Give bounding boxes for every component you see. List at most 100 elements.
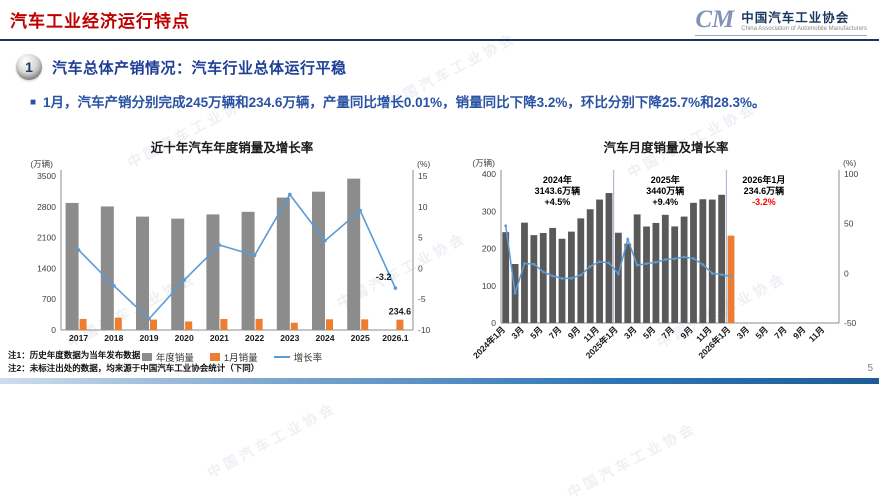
legend-label: 1月销量 (223, 352, 258, 364)
charts-row: 近十年汽车年度销量及增长率 (万辆) (%) 0 700 1400 2100 2800 350… (0, 137, 879, 384)
svg-text:(%): (%) (417, 159, 430, 169)
caam-logo-name-cn: 中国汽车工业协会 (741, 11, 850, 25)
svg-text:(万辆): (万辆) (472, 158, 495, 168)
svg-text:0: 0 (491, 318, 496, 328)
annual-chart-title: 近十年汽车年度销量及增长率 (150, 140, 314, 155)
svg-text:(万辆): (万辆) (30, 159, 53, 169)
svg-text:2019: 2019 (139, 333, 158, 343)
page-number: 5 (867, 362, 873, 374)
svg-text:7月: 7月 (660, 324, 677, 341)
svg-text:7月: 7月 (547, 324, 564, 341)
svg-text:2023: 2023 (280, 333, 299, 343)
svg-text:2024年1月: 2024年1月 (470, 324, 507, 361)
svg-text:100: 100 (482, 281, 496, 291)
section-title-prefix: 汽车总体产销情况： (52, 59, 192, 77)
legend-label: 增长率 (293, 352, 323, 364)
svg-text:(%): (%) (843, 158, 856, 168)
svg-text:7月: 7月 (772, 324, 789, 341)
svg-text:9月: 9月 (566, 324, 583, 341)
legend-label: 年度销量 (155, 352, 194, 364)
svg-text:2026年1月: 2026年1月 (742, 174, 785, 185)
svg-text:2024: 2024 (315, 333, 334, 343)
annual-chart-plot: (万辆) (%) 0 700 1400 2100 2800 3500 -10 -5 0 5 10 15 20… (30, 159, 431, 343)
legend-item-growth-rate: 增长率 (273, 350, 323, 364)
svg-text:3143.6万辆: 3143.6万辆 (535, 185, 581, 196)
section-header: 1 汽车总体产销情况：汽车行业总体运行平稳 (16, 54, 879, 80)
svg-text:2020: 2020 (175, 333, 194, 343)
monthly-sales-chart: 汽车月度销量及增长率 (万辆) (%) 0 100 200 300 400 -50 0 50 100… (459, 137, 873, 384)
svg-text:2026.1: 2026.1 (382, 333, 409, 343)
svg-text:3500: 3500 (37, 171, 56, 181)
svg-text:-50: -50 (844, 318, 857, 328)
page-title: 汽车工业经济运行特点 (10, 12, 190, 31)
bullet-square-icon: ■ (30, 97, 37, 108)
caam-logo-monogram-icon: CM (695, 6, 735, 33)
section-title: 汽车总体产销情况：汽车行业总体运行平稳 (52, 57, 347, 78)
legend-item-annual-sales: 年度销量 (141, 350, 194, 364)
watermark-text: 中国汽车工业协会 (204, 399, 340, 481)
header-divider (0, 39, 879, 41)
svg-text:2025: 2025 (351, 333, 370, 343)
svg-text:400: 400 (482, 169, 496, 179)
svg-text:-3.2: -3.2 (376, 272, 392, 282)
svg-text:0: 0 (51, 325, 56, 335)
footnote-2: 注2：未标注出处的数据，均来源于中国汽车工业协会统计（下同） (8, 362, 260, 373)
svg-text:-5: -5 (418, 294, 426, 304)
slide: 汽车工业经济运行特点 CM 中国汽车工业协会 China Association… (0, 0, 879, 384)
section-title-suffix: 汽车行业总体运行平稳 (191, 59, 347, 77)
svg-text:3440万辆: 3440万辆 (646, 185, 684, 196)
january-sales-swatch-icon (209, 352, 220, 361)
svg-text:2024年: 2024年 (543, 174, 572, 185)
svg-text:3月: 3月 (622, 324, 639, 341)
footnote-1: 注1：历史年度数据为当年发布数据 (8, 349, 141, 360)
svg-text:5月: 5月 (753, 324, 770, 341)
svg-text:5月: 5月 (641, 324, 658, 341)
svg-text:11月: 11月 (807, 324, 827, 344)
svg-text:3月: 3月 (735, 324, 752, 341)
svg-text:2017: 2017 (69, 333, 88, 343)
svg-text:-3.2%: -3.2% (752, 197, 776, 207)
monthly-chart-plot: (万辆) (%) 0 100 200 300 400 -50 0 50 100 2024年3143.6… (470, 158, 858, 361)
svg-text:5月: 5月 (528, 324, 545, 341)
monthly-chart-title: 汽车月度销量及增长率 (603, 140, 729, 155)
summary-paragraph: ■ 1月，汽车产销分别完成245万辆和234.6万辆，产量同比增长0.01%，销… (30, 92, 836, 115)
growth-rate-line-swatch-icon (273, 355, 290, 358)
svg-text:2021: 2021 (210, 333, 229, 343)
bottom-accent-bar (0, 377, 879, 384)
svg-text:5: 5 (418, 233, 423, 243)
svg-text:234.6万辆: 234.6万辆 (744, 185, 785, 196)
svg-text:300: 300 (482, 206, 496, 216)
svg-text:9月: 9月 (678, 324, 695, 341)
svg-text:+4.5%: +4.5% (544, 197, 570, 207)
section-number-badge: 1 (16, 54, 42, 80)
annual-sales-chart: 近十年汽车年度销量及增长率 (万辆) (%) 0 700 1400 2100 2800 350… (6, 137, 458, 384)
footnotes: 注1：历史年度数据为当年发布数据 注2：未标注出处的数据，均来源于中国汽车工业协… (8, 349, 259, 375)
svg-text:10: 10 (418, 202, 428, 212)
annual-chart-legend: 年度销量 1月销量 增长率 (141, 350, 323, 364)
annual-sales-swatch-icon (141, 352, 152, 361)
caam-logo-name-en: China Association of Automobile Manufact… (741, 26, 867, 32)
svg-text:2022: 2022 (245, 333, 264, 343)
watermark-text: 中国汽车工业协会 (564, 419, 700, 501)
legend-item-january-sales: 1月销量 (209, 350, 258, 364)
svg-text:1400: 1400 (37, 263, 56, 273)
svg-text:2800: 2800 (37, 202, 56, 212)
svg-text:+9.4%: +9.4% (652, 197, 678, 207)
svg-text:50: 50 (844, 219, 854, 229)
summary-text: 1月，汽车产销分别完成245万辆和234.6万辆，产量同比增长0.01%，销量同… (43, 95, 766, 110)
header: 汽车工业经济运行特点 CM 中国汽车工业协会 China Association… (0, 0, 879, 36)
svg-text:700: 700 (42, 294, 56, 304)
svg-text:15: 15 (418, 171, 428, 181)
svg-text:0: 0 (418, 263, 423, 273)
svg-text:-10: -10 (418, 325, 431, 335)
svg-text:9月: 9月 (791, 324, 808, 341)
svg-text:100: 100 (844, 169, 858, 179)
svg-text:2100: 2100 (37, 233, 56, 243)
svg-text:234.6: 234.6 (389, 307, 412, 317)
svg-text:2025年: 2025年 (651, 174, 680, 185)
caam-logo: CM 中国汽车工业协会 China Association of Automob… (695, 7, 867, 36)
svg-text:2018: 2018 (104, 333, 123, 343)
svg-text:3月: 3月 (509, 324, 526, 341)
svg-text:0: 0 (844, 268, 849, 278)
svg-text:200: 200 (482, 243, 496, 253)
